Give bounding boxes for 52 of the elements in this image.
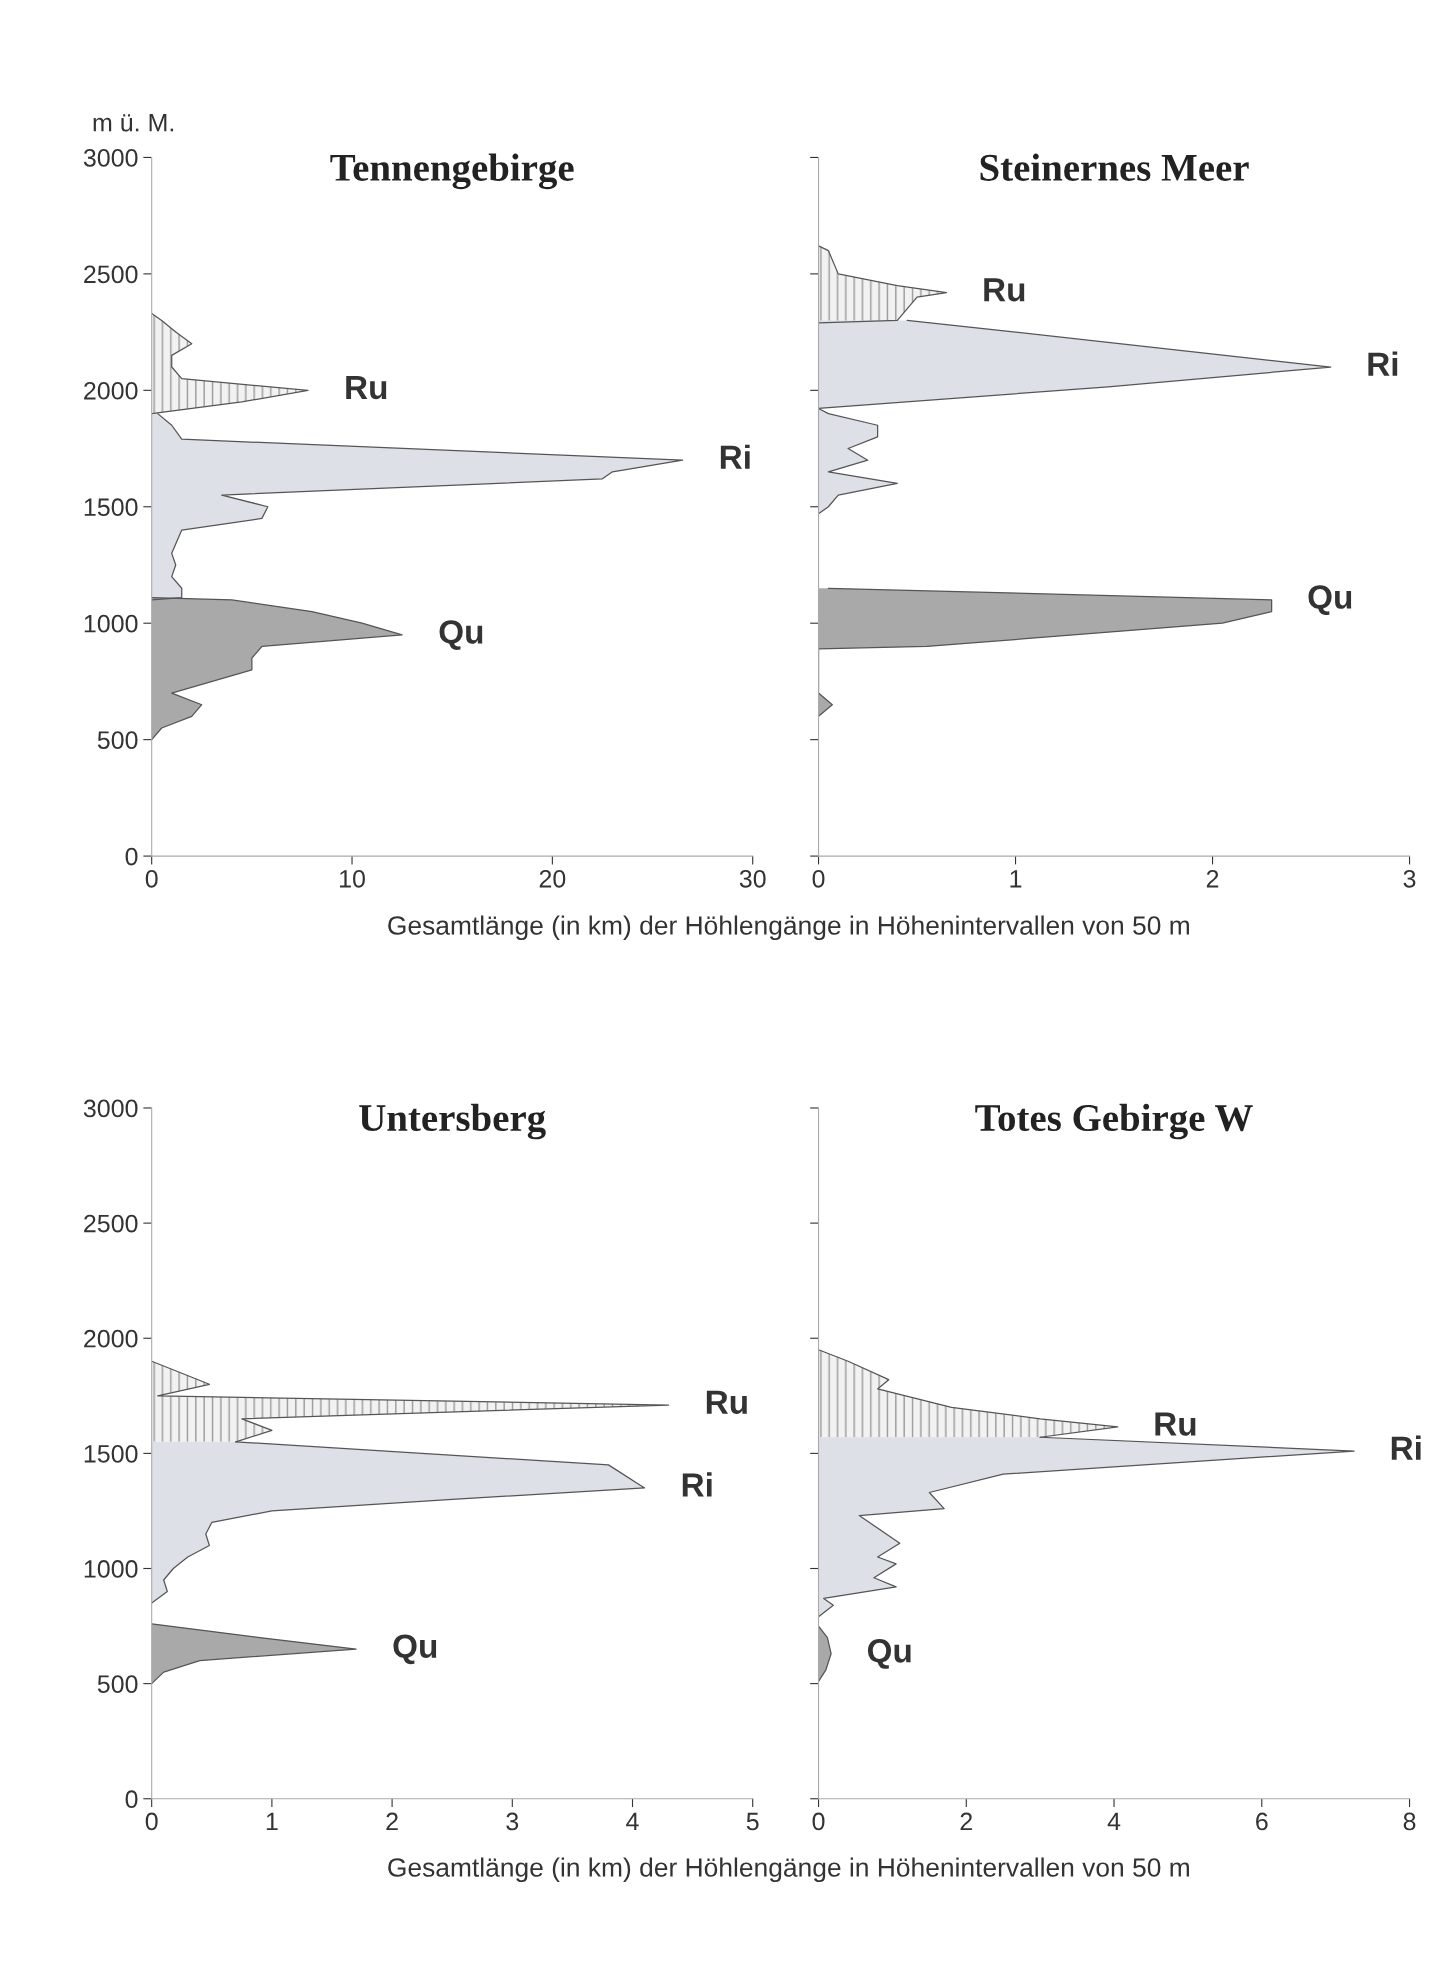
x-tick-label: 5 [746,1812,759,1831]
chart-title: Steinernes Meer [980,153,1249,181]
x-tick-label: 0 [145,1812,158,1831]
x-tick-label: 2 [1206,869,1219,888]
y-tick-label: 3000 [83,149,138,167]
y-tick-label: 1000 [84,1560,138,1578]
series-label: Ri [1391,1435,1421,1460]
y-axis-title: m ü. M. [93,114,174,132]
x-tick-label: 20 [539,869,566,888]
x-tick-label: 2 [960,1812,972,1831]
series-label: Ru [1155,1412,1196,1436]
series-label: Ru [984,278,1025,302]
x-tick-label: 8 [1403,1812,1416,1831]
y-tick-label: 500 [97,731,138,749]
chart-title: Untersberg [359,1103,546,1140]
x-tick-label: 1 [1010,870,1022,888]
x-tick-label: 2 [386,1812,398,1831]
x-tick-label: 6 [1256,1812,1268,1831]
x-tick-label: 30 [739,869,766,888]
x-tick-label: 10 [340,869,365,888]
chart-title: Tennengebirge [330,153,574,190]
x-tick-label: 3 [1403,869,1416,888]
y-tick-label: 1500 [84,1444,138,1463]
x-tick-label: 0 [812,869,825,888]
x-tick-label: 0 [145,869,158,888]
y-tick-label: 0 [125,1790,138,1809]
x-tick-label: 4 [626,1812,639,1831]
y-tick-label: 1000 [84,614,138,633]
series-label: Qu [393,1634,437,1665]
x-tick-label: 4 [1107,1812,1121,1831]
x-tick-label: 0 [812,1812,825,1831]
y-tick-label: 0 [125,847,138,866]
x-axis-title: Gesamtlänge (in km) der Höhlengänge in Höhenintervallen von 50 m [388,1857,1189,1883]
series-label: Qu [439,620,483,651]
y-tick-label: 3000 [83,1099,138,1118]
series-label: Qu [1308,585,1352,616]
y-tick-label: 2500 [84,265,138,284]
series-label: Ru [706,1390,747,1414]
chart-title: Totes Gebirge W [975,1103,1253,1140]
x-axis-title: Gesamtlänge (in km) der Höhlengänge in Höhenintervallen von 50 m [388,915,1189,941]
series-label: Ri [682,1472,712,1497]
y-tick-label: 2500 [84,1214,138,1233]
y-tick-label: 2000 [84,1329,138,1348]
series-label: Ru [346,376,387,400]
y-tick-label: 1500 [84,498,138,517]
y-tick-label: 2000 [84,381,138,400]
series-label: Ri [720,444,750,469]
series-label: Ri [1368,351,1398,376]
x-tick-label: 1 [266,1812,278,1831]
x-tick-label: 3 [506,1812,519,1831]
y-tick-label: 500 [97,1675,138,1693]
series-label: Qu [867,1639,911,1669]
